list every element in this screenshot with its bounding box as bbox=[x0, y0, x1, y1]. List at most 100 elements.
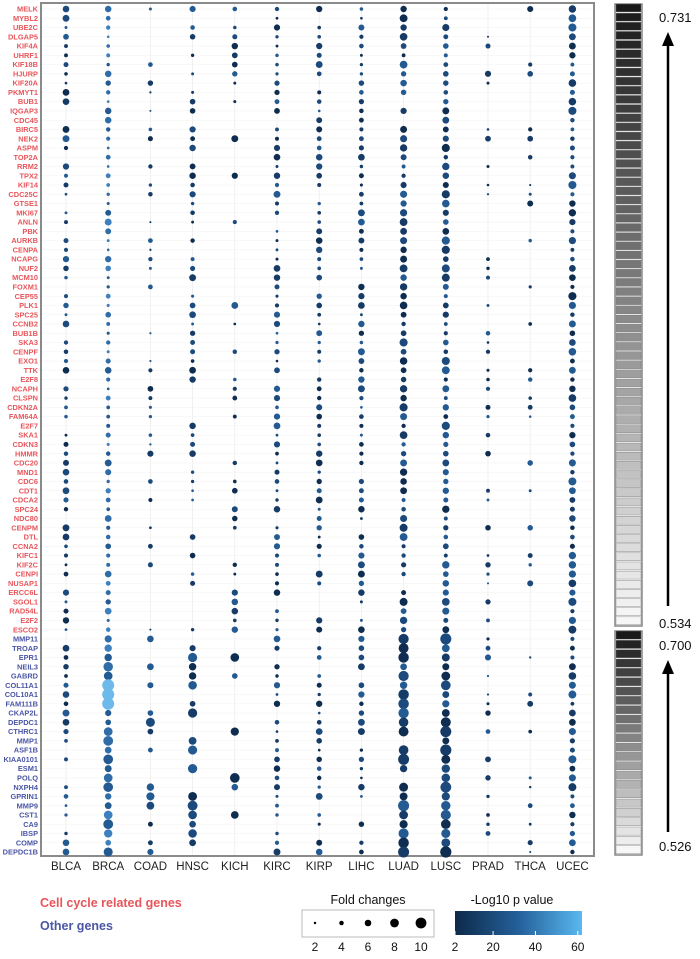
side-bar-cell bbox=[615, 415, 642, 424]
color-legend-tick: 20 bbox=[486, 940, 500, 954]
data-dot bbox=[568, 561, 577, 569]
data-dot bbox=[316, 766, 322, 771]
category-label-coad: COAD bbox=[134, 861, 167, 873]
gene-label: UHRF1 bbox=[13, 51, 38, 60]
data-dot bbox=[358, 80, 365, 86]
data-dot bbox=[315, 728, 323, 735]
side-bar-cell bbox=[615, 836, 642, 845]
data-dot bbox=[189, 302, 196, 309]
data-dot bbox=[359, 433, 363, 437]
data-dot bbox=[316, 293, 322, 299]
data-dot bbox=[190, 580, 196, 586]
data-dot bbox=[232, 414, 237, 419]
data-dot bbox=[400, 246, 407, 254]
gene-label: UBE2C bbox=[13, 23, 39, 32]
data-dot bbox=[275, 489, 279, 493]
data-dot bbox=[528, 822, 532, 826]
data-dot bbox=[63, 553, 69, 558]
side-bar-cell bbox=[615, 177, 642, 186]
data-dot bbox=[275, 562, 279, 567]
data-dot bbox=[316, 71, 322, 77]
data-dot bbox=[316, 117, 323, 124]
data-dot bbox=[569, 265, 576, 272]
data-dot bbox=[104, 70, 112, 78]
data-dot bbox=[440, 744, 452, 756]
data-dot bbox=[486, 164, 490, 168]
data-dot bbox=[232, 6, 238, 12]
data-dot bbox=[570, 655, 575, 660]
side-bar-2-arrowhead-icon bbox=[662, 660, 674, 674]
data-dot bbox=[317, 359, 321, 363]
data-dot bbox=[62, 88, 70, 96]
data-dot bbox=[441, 190, 450, 199]
data-dot bbox=[274, 720, 280, 725]
gene-label: MKI67 bbox=[16, 208, 38, 217]
side-bar-cell bbox=[615, 287, 642, 296]
data-dot bbox=[275, 609, 279, 614]
data-dot bbox=[103, 662, 113, 672]
data-dot bbox=[401, 506, 406, 512]
data-dot bbox=[485, 135, 491, 142]
data-dot bbox=[233, 25, 237, 30]
data-dot bbox=[528, 729, 533, 734]
data-dot bbox=[400, 627, 407, 633]
data-dot bbox=[442, 311, 449, 318]
category-label-kirp: KIRP bbox=[306, 861, 333, 873]
data-dot bbox=[105, 719, 112, 726]
data-dot bbox=[399, 597, 408, 606]
data-dot bbox=[231, 783, 239, 791]
data-dot bbox=[568, 663, 576, 671]
side-bar-cell bbox=[615, 589, 642, 598]
data-dot bbox=[317, 646, 322, 651]
data-dot bbox=[443, 516, 448, 521]
data-dot bbox=[316, 543, 322, 549]
data-dot bbox=[317, 25, 322, 30]
data-dot bbox=[443, 34, 449, 40]
data-dot bbox=[63, 507, 69, 512]
data-dot bbox=[568, 755, 577, 764]
data-dot bbox=[359, 266, 363, 270]
data-dot bbox=[527, 460, 533, 466]
data-dot bbox=[317, 257, 322, 262]
data-dot bbox=[104, 116, 112, 124]
data-dot bbox=[442, 339, 449, 346]
data-dot bbox=[399, 810, 408, 820]
data-dot bbox=[105, 580, 111, 586]
data-dot bbox=[442, 450, 449, 457]
data-dot bbox=[568, 23, 577, 32]
data-dot bbox=[104, 607, 112, 615]
data-dot bbox=[106, 322, 111, 326]
data-dot bbox=[401, 571, 406, 577]
side-bar-cell bbox=[615, 452, 642, 461]
data-dot bbox=[359, 313, 363, 317]
data-dot bbox=[359, 423, 364, 428]
data-dot bbox=[399, 264, 408, 273]
data-dot bbox=[358, 293, 365, 300]
data-dot bbox=[317, 822, 321, 826]
side-bar-cell bbox=[615, 761, 642, 771]
data-dot bbox=[274, 784, 280, 791]
data-dot bbox=[442, 135, 449, 142]
data-dot bbox=[568, 347, 577, 356]
data-dot bbox=[443, 414, 449, 419]
data-dot bbox=[399, 431, 408, 439]
data-dot bbox=[191, 498, 194, 502]
data-dot bbox=[190, 238, 195, 243]
data-dot bbox=[317, 395, 322, 401]
data-dot bbox=[63, 608, 69, 614]
data-dot bbox=[359, 766, 364, 771]
data-dot bbox=[189, 172, 196, 179]
data-dot bbox=[443, 6, 448, 12]
side-bar-cell bbox=[615, 826, 642, 836]
data-dot bbox=[316, 655, 322, 660]
side-bar-cell bbox=[615, 104, 642, 113]
data-dot bbox=[569, 589, 576, 596]
data-dot bbox=[62, 366, 70, 374]
data-dot bbox=[442, 126, 449, 133]
side-bar-cell bbox=[615, 86, 642, 95]
gene-label: RAD54L bbox=[9, 607, 38, 616]
data-dot bbox=[358, 589, 365, 596]
data-dot bbox=[105, 127, 111, 132]
data-dot bbox=[104, 5, 112, 13]
data-dot bbox=[359, 795, 363, 798]
